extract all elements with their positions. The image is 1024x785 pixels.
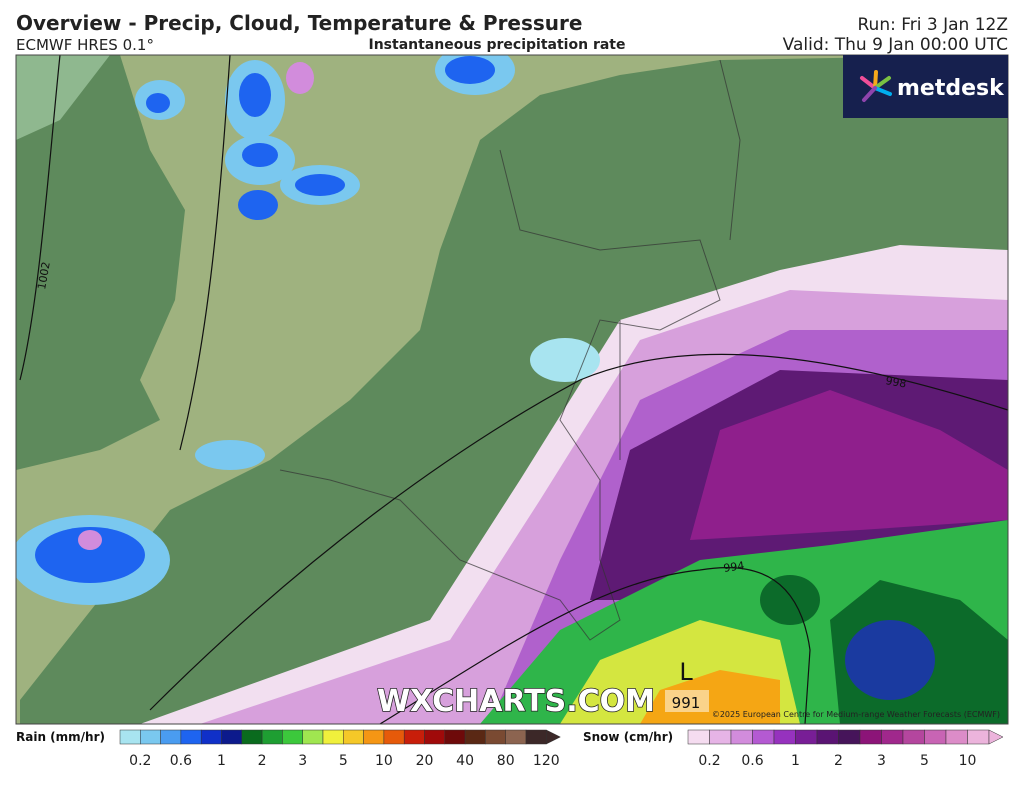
snow-swatch bbox=[924, 729, 947, 745]
snow-tick-label: 0.6 bbox=[741, 753, 763, 769]
rain-swatch bbox=[525, 729, 547, 745]
rain-tick-label: 3 bbox=[298, 753, 307, 769]
rain-swatch bbox=[444, 729, 466, 745]
isobar-label: 1002 bbox=[35, 261, 53, 291]
rain-tick-label: 1 bbox=[217, 753, 226, 769]
snow-tick-label: 5 bbox=[920, 753, 929, 769]
rain-legend-label: Rain (mm/hr) bbox=[16, 730, 105, 744]
rain-swatch bbox=[505, 729, 527, 745]
rain-swatch bbox=[343, 729, 364, 745]
rain-swatch bbox=[160, 729, 182, 745]
rain-tick-label: 0.6 bbox=[170, 753, 192, 769]
snow-tick-label: 1 bbox=[791, 753, 800, 769]
snow-swatch bbox=[795, 729, 818, 745]
rain-swatch bbox=[119, 729, 141, 745]
rain-swatch bbox=[180, 729, 202, 745]
snow-swatch bbox=[859, 729, 882, 745]
snow-swatch bbox=[945, 729, 968, 745]
rain-arrow bbox=[546, 729, 561, 745]
rain-swatch bbox=[383, 729, 405, 745]
rain-swatch bbox=[464, 729, 486, 745]
rain-swatch bbox=[282, 729, 303, 745]
snow-swatch bbox=[730, 729, 753, 745]
rain-swatch bbox=[302, 729, 324, 745]
snow-tick-label: 3 bbox=[877, 753, 886, 769]
rain-swatch bbox=[241, 729, 263, 745]
product: Instantaneous precipitation rate bbox=[369, 37, 626, 53]
logo-text: metdesk bbox=[897, 76, 1005, 101]
snow-legend-label: Snow (cm/hr) bbox=[583, 730, 673, 744]
low-symbol: L bbox=[679, 658, 693, 686]
model: ECMWF HRES 0.1° bbox=[16, 36, 154, 54]
valid: Valid: Thu 9 Jan 00:00 UTC bbox=[783, 35, 1008, 55]
rain-tick-label: 5 bbox=[339, 753, 348, 769]
rain-swatch bbox=[363, 729, 385, 745]
rain-tick-label: 2 bbox=[258, 753, 267, 769]
rain-tick-label: 10 bbox=[375, 753, 393, 769]
snow-swatch bbox=[967, 729, 990, 745]
snow-swatch bbox=[709, 729, 732, 745]
rain-swatch bbox=[200, 729, 222, 745]
rain-swatch bbox=[322, 729, 344, 745]
snow-swatch bbox=[902, 729, 925, 745]
run: Run: Fri 3 Jan 12Z bbox=[858, 15, 1009, 35]
rain-swatch bbox=[261, 729, 283, 745]
watermark: WXCHARTS.COM bbox=[377, 684, 655, 719]
map bbox=[16, 55, 1008, 724]
snow-swatch bbox=[752, 729, 775, 745]
rain-tick-label: 40 bbox=[456, 753, 474, 769]
snow-swatch bbox=[773, 729, 796, 745]
rain-swatch bbox=[221, 729, 243, 745]
rain-tick-label: 80 bbox=[497, 753, 515, 769]
isobar-label: 998 bbox=[884, 374, 907, 390]
snow-tick-label: 2 bbox=[834, 753, 843, 769]
logo: metdesk bbox=[843, 55, 1008, 118]
rain-tick-label: 0.2 bbox=[129, 753, 151, 769]
snow-swatch bbox=[687, 729, 710, 745]
snow-arrow bbox=[988, 729, 1004, 745]
rain-swatch bbox=[485, 729, 506, 745]
rain-swatch bbox=[403, 729, 425, 745]
rain-swatch bbox=[140, 729, 161, 745]
low-pressure: 991 bbox=[672, 694, 701, 712]
isobar-label: 994 bbox=[723, 559, 746, 575]
snow-tick-label: 0.2 bbox=[698, 753, 720, 769]
rain-tick-label: 20 bbox=[416, 753, 434, 769]
rain-swatch bbox=[424, 729, 446, 745]
snow-tick-label: 10 bbox=[959, 753, 977, 769]
map-frame bbox=[15, 54, 1009, 725]
snow-swatch bbox=[881, 729, 904, 745]
snow-swatch bbox=[838, 729, 861, 745]
credit: ©2025 European Centre for Medium-range W… bbox=[712, 710, 1000, 719]
rain-tick-label: 120 bbox=[533, 753, 560, 769]
title: Overview - Precip, Cloud, Temperature & … bbox=[16, 11, 582, 35]
snow-swatch bbox=[816, 729, 839, 745]
